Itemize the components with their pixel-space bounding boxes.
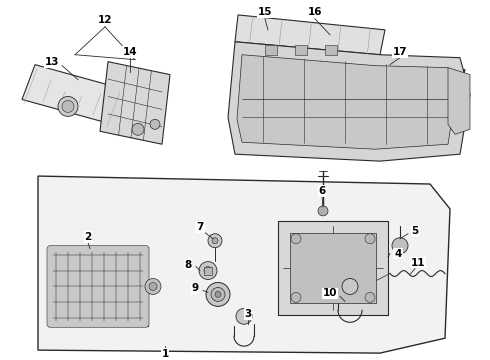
- Text: 4: 4: [394, 249, 402, 258]
- FancyBboxPatch shape: [47, 246, 149, 327]
- Polygon shape: [252, 55, 465, 90]
- Text: 2: 2: [84, 232, 92, 242]
- Polygon shape: [38, 176, 450, 353]
- Polygon shape: [448, 68, 470, 134]
- Circle shape: [215, 292, 221, 297]
- Circle shape: [150, 120, 160, 129]
- Text: 13: 13: [45, 57, 59, 67]
- Polygon shape: [228, 42, 470, 161]
- Polygon shape: [100, 62, 170, 144]
- Bar: [278, 221, 388, 315]
- Text: 14: 14: [122, 47, 137, 57]
- Circle shape: [208, 234, 222, 248]
- Circle shape: [206, 283, 230, 306]
- Polygon shape: [235, 15, 385, 55]
- Circle shape: [236, 309, 252, 324]
- Text: 11: 11: [411, 258, 425, 267]
- Text: 6: 6: [318, 186, 326, 196]
- Circle shape: [342, 279, 358, 294]
- Text: 10: 10: [323, 288, 337, 298]
- Polygon shape: [237, 55, 455, 149]
- Bar: [290, 233, 376, 303]
- Text: 5: 5: [412, 226, 418, 236]
- Text: 12: 12: [98, 15, 112, 25]
- Text: 7: 7: [196, 222, 204, 232]
- Circle shape: [365, 292, 375, 302]
- Circle shape: [212, 238, 218, 244]
- Bar: [295, 45, 307, 55]
- Circle shape: [291, 292, 301, 302]
- Text: 15: 15: [258, 7, 272, 17]
- Text: 1: 1: [161, 349, 169, 359]
- Text: 8: 8: [184, 260, 192, 270]
- Circle shape: [318, 206, 328, 216]
- Bar: [48, 247, 148, 326]
- Circle shape: [204, 266, 212, 275]
- Text: 16: 16: [308, 7, 322, 17]
- Circle shape: [145, 279, 161, 294]
- Bar: [265, 45, 277, 55]
- Circle shape: [149, 283, 157, 291]
- Circle shape: [392, 238, 408, 254]
- Circle shape: [132, 123, 144, 135]
- Circle shape: [291, 234, 301, 244]
- Bar: [325, 45, 337, 55]
- Text: 17: 17: [392, 47, 407, 57]
- Circle shape: [62, 100, 74, 112]
- Circle shape: [211, 287, 225, 301]
- Bar: [204, 266, 212, 275]
- Circle shape: [199, 262, 217, 279]
- Text: 3: 3: [245, 309, 252, 319]
- Polygon shape: [22, 65, 118, 122]
- Circle shape: [58, 96, 78, 116]
- Circle shape: [365, 234, 375, 244]
- Text: 9: 9: [192, 283, 198, 293]
